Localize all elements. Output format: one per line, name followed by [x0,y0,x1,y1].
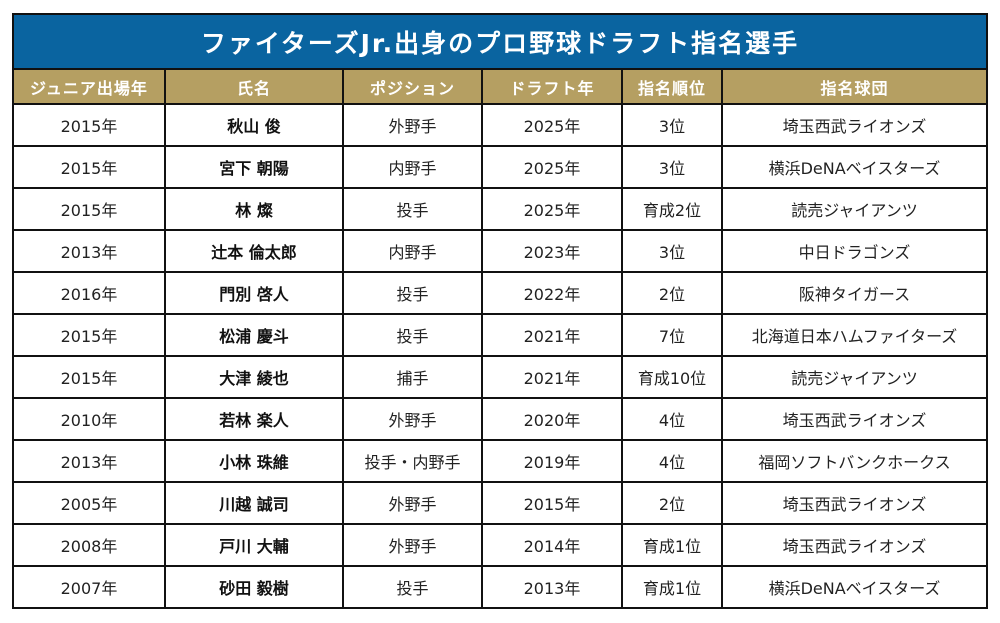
junior-year-cell: 2015年 [14,145,166,189]
junior-year-cell: 2005年 [14,481,166,525]
table-row: 2015年 宮下 朝陽 内野手 2025年 3位 横浜DeNAベイスターズ [14,145,986,189]
player-name-cell: 戸川 大輔 [164,523,344,567]
junior-year-cell: 2007年 [14,565,166,607]
draft-year-cell: 2019年 [481,439,623,483]
draft-year-cell: 2021年 [481,313,623,357]
column-header-rank: 指名順位 [621,70,723,105]
team-cell: 埼玉西武ライオンズ [721,397,986,441]
table-row: 2015年 林 燦 投手 2025年 育成2位 読売ジャイアンツ [14,187,986,231]
team-cell: 横浜DeNAベイスターズ [721,565,986,607]
table-row: 2013年 辻本 倫太郎 内野手 2023年 3位 中日ドラゴンズ [14,229,986,273]
position-cell: 内野手 [342,145,483,189]
team-cell: 読売ジャイアンツ [721,187,986,231]
rank-cell: 2位 [621,481,723,525]
table-row: 2010年 若林 楽人 外野手 2020年 4位 埼玉西武ライオンズ [14,397,986,441]
position-cell: 投手 [342,187,483,231]
position-cell: 捕手 [342,355,483,399]
junior-year-cell: 2013年 [14,439,166,483]
player-name-cell: 若林 楽人 [164,397,344,441]
draft-year-cell: 2025年 [481,145,623,189]
position-cell: 外野手 [342,523,483,567]
column-header-team: 指名球団 [721,70,986,105]
junior-year-cell: 2008年 [14,523,166,567]
junior-year-cell: 2015年 [14,313,166,357]
position-cell: 外野手 [342,481,483,525]
position-cell: 投手 [342,313,483,357]
player-name-cell: 砂田 毅樹 [164,565,344,607]
draft-year-cell: 2023年 [481,229,623,273]
table-row: 2015年 秋山 俊 外野手 2025年 3位 埼玉西武ライオンズ [14,103,986,147]
player-name-cell: 宮下 朝陽 [164,145,344,189]
rank-cell: 育成2位 [621,187,723,231]
column-header-position: ポジション [342,70,483,105]
junior-year-cell: 2015年 [14,187,166,231]
rank-cell: 7位 [621,313,723,357]
position-cell: 投手・内野手 [342,439,483,483]
team-cell: 埼玉西武ライオンズ [721,103,986,147]
rank-cell: 育成10位 [621,355,723,399]
header-row: ジュニア出場年 氏名 ポジション ドラフト年 指名順位 指名球団 [14,70,986,105]
draft-year-cell: 2025年 [481,187,623,231]
player-name-cell: 辻本 倫太郎 [164,229,344,273]
junior-year-cell: 2010年 [14,397,166,441]
player-name-cell: 小林 珠維 [164,439,344,483]
team-cell: 中日ドラゴンズ [721,229,986,273]
rank-cell: 2位 [621,271,723,315]
rank-cell: 3位 [621,103,723,147]
team-cell: 北海道日本ハムファイターズ [721,313,986,357]
team-cell: 読売ジャイアンツ [721,355,986,399]
table-row: 2013年 小林 珠維 投手・内野手 2019年 4位 福岡ソフトバンクホークス [14,439,986,483]
team-cell: 埼玉西武ライオンズ [721,481,986,525]
rank-cell: 育成1位 [621,565,723,607]
column-header-name: 氏名 [164,70,344,105]
position-cell: 外野手 [342,397,483,441]
team-cell: 横浜DeNAベイスターズ [721,145,986,189]
player-name-cell: 松浦 慶斗 [164,313,344,357]
draft-year-cell: 2013年 [481,565,623,607]
rank-cell: 3位 [621,229,723,273]
rank-cell: 3位 [621,145,723,189]
draft-picks-table: ジュニア出場年 氏名 ポジション ドラフト年 指名順位 指名球団 2015年 秋… [14,70,986,607]
draft-year-cell: 2021年 [481,355,623,399]
rank-cell: 4位 [621,397,723,441]
draft-year-cell: 2020年 [481,397,623,441]
junior-year-cell: 2013年 [14,229,166,273]
draft-year-cell: 2015年 [481,481,623,525]
table-row: 2015年 大津 綾也 捕手 2021年 育成10位 読売ジャイアンツ [14,355,986,399]
draft-table-container: ファイターズJr.出身のプロ野球ドラフト指名選手 ジュニア出場年 氏名 ポジショ… [12,13,988,609]
player-name-cell: 林 燦 [164,187,344,231]
draft-year-cell: 2022年 [481,271,623,315]
position-cell: 外野手 [342,103,483,147]
team-cell: 福岡ソフトバンクホークス [721,439,986,483]
team-cell: 阪神タイガース [721,271,986,315]
player-name-cell: 大津 綾也 [164,355,344,399]
team-cell: 埼玉西武ライオンズ [721,523,986,567]
junior-year-cell: 2015年 [14,355,166,399]
draft-year-cell: 2014年 [481,523,623,567]
player-name-cell: 川越 誠司 [164,481,344,525]
position-cell: 内野手 [342,229,483,273]
player-name-cell: 門別 啓人 [164,271,344,315]
position-cell: 投手 [342,565,483,607]
column-header-junior-year: ジュニア出場年 [14,70,166,105]
table-row: 2015年 松浦 慶斗 投手 2021年 7位 北海道日本ハムファイターズ [14,313,986,357]
rank-cell: 4位 [621,439,723,483]
table-title: ファイターズJr.出身のプロ野球ドラフト指名選手 [14,15,986,70]
table-row: 2016年 門別 啓人 投手 2022年 2位 阪神タイガース [14,271,986,315]
draft-year-cell: 2025年 [481,103,623,147]
rank-cell: 育成1位 [621,523,723,567]
junior-year-cell: 2015年 [14,103,166,147]
position-cell: 投手 [342,271,483,315]
player-name-cell: 秋山 俊 [164,103,344,147]
junior-year-cell: 2016年 [14,271,166,315]
table-row: 2005年 川越 誠司 外野手 2015年 2位 埼玉西武ライオンズ [14,481,986,525]
column-header-draft-year: ドラフト年 [481,70,623,105]
table-row: 2007年 砂田 毅樹 投手 2013年 育成1位 横浜DeNAベイスターズ [14,565,986,607]
table-row: 2008年 戸川 大輔 外野手 2014年 育成1位 埼玉西武ライオンズ [14,523,986,567]
